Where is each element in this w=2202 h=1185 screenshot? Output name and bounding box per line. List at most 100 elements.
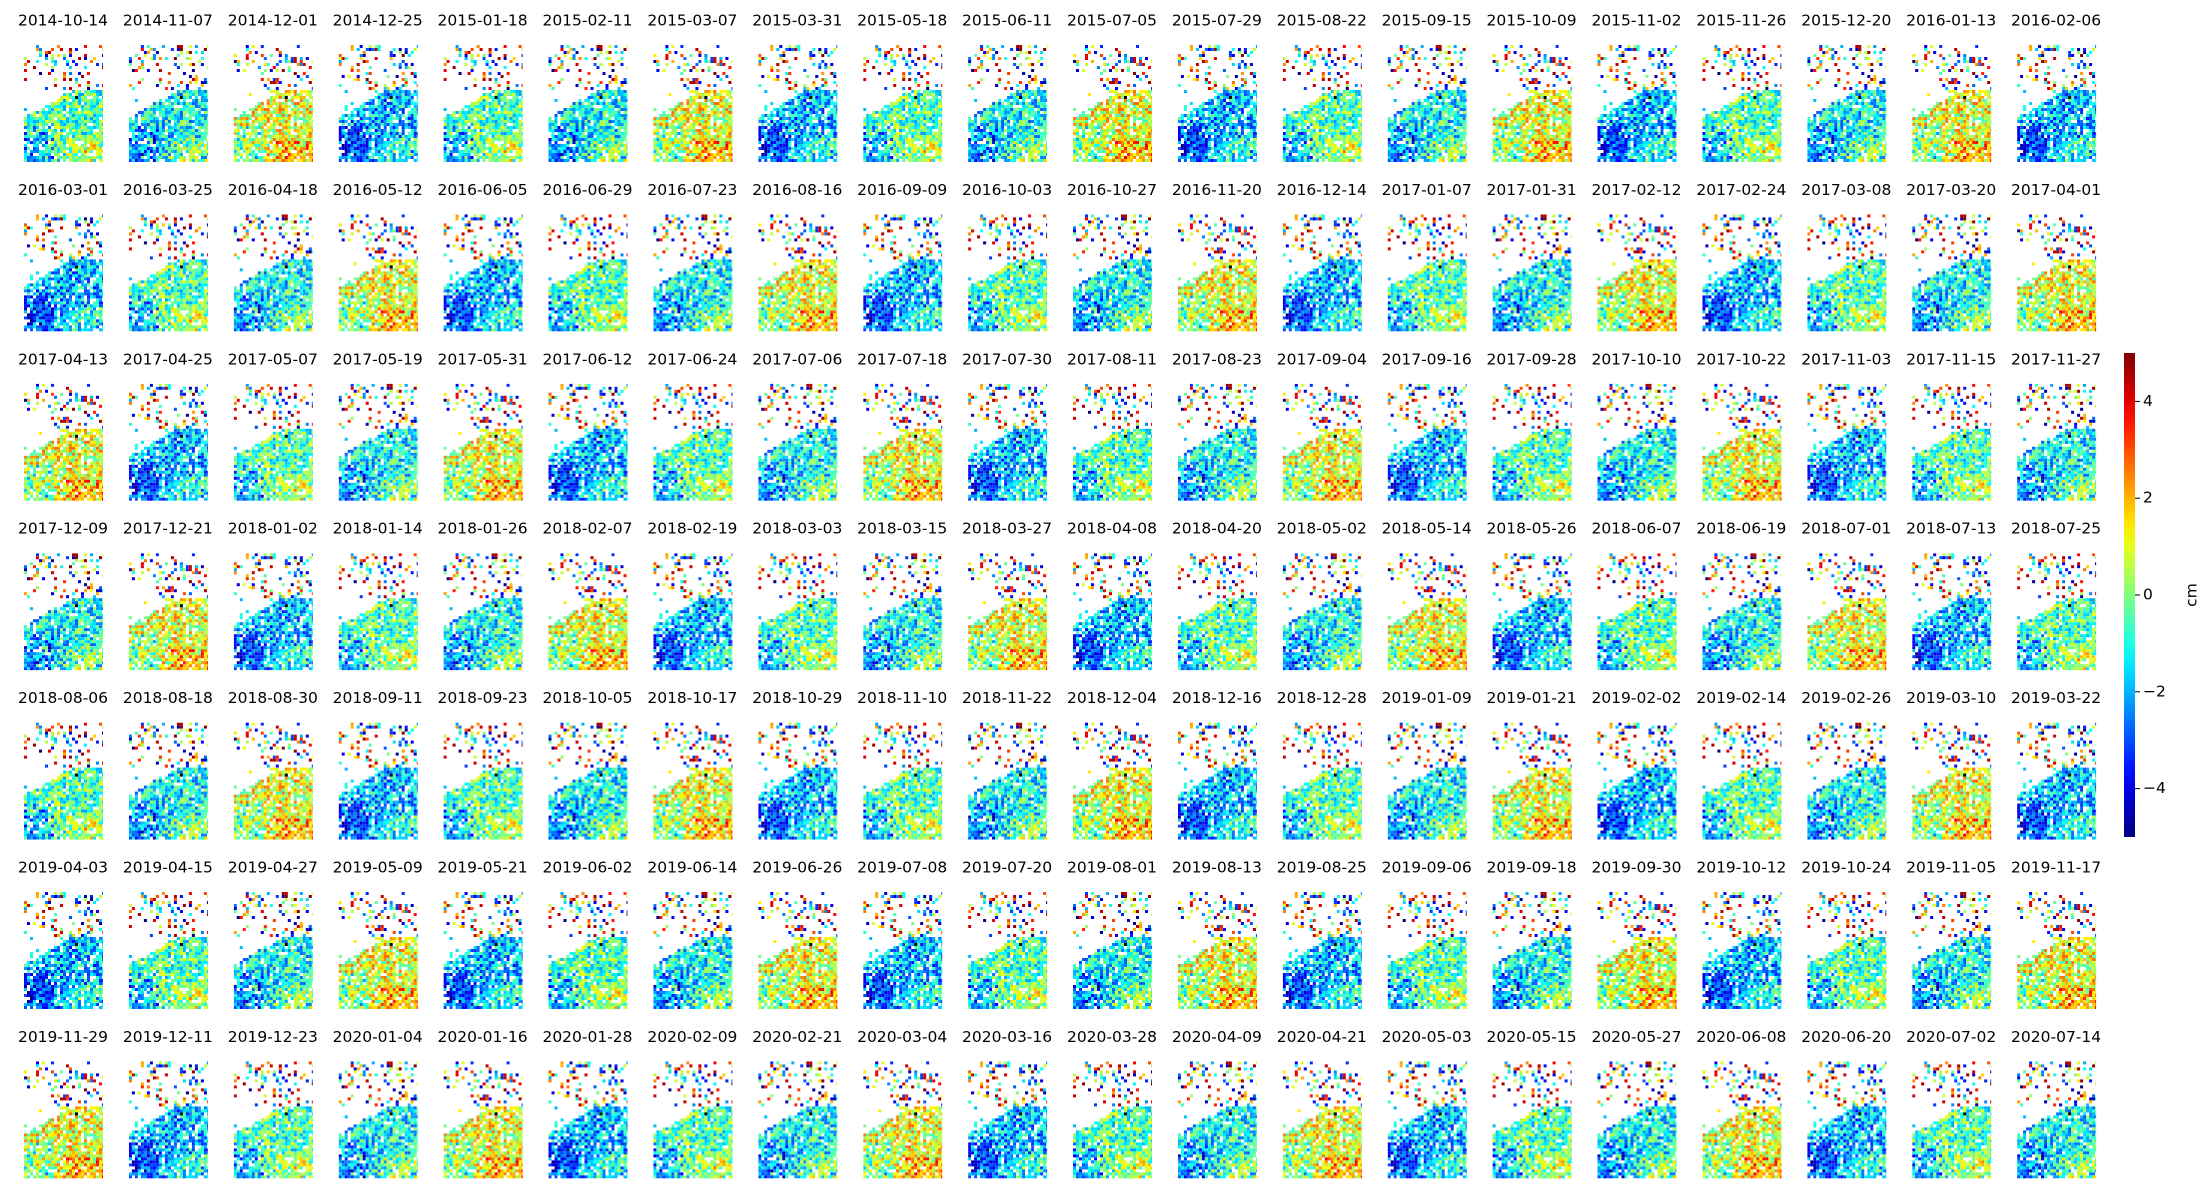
- panel-map: [1177, 1061, 1257, 1179]
- panel: 2017-07-30: [962, 350, 1052, 501]
- panel-map: [443, 722, 523, 840]
- panel-title: 2018-11-22: [962, 689, 1052, 707]
- panel: 2016-01-13: [1906, 12, 1996, 162]
- panel-title: 2018-07-01: [1801, 520, 1891, 538]
- panel-title: 2018-05-02: [1277, 520, 1367, 538]
- panel: 2019-10-24: [1801, 859, 1891, 1009]
- panel: 2017-09-16: [1382, 350, 1472, 501]
- panel: 2018-12-16: [1172, 689, 1262, 840]
- panel-title: 2019-08-01: [1067, 859, 1157, 877]
- panel-map: [1807, 553, 1887, 671]
- panel-title: 2017-02-24: [1696, 181, 1786, 199]
- panel-title: 2019-11-05: [1906, 859, 1996, 877]
- panel-map: [1702, 383, 1782, 501]
- panel: 2014-12-25: [333, 12, 423, 162]
- panel-title: 2018-08-30: [228, 689, 318, 707]
- panel-title: 2014-12-25: [333, 12, 423, 30]
- panel: 2020-04-21: [1277, 1028, 1367, 1179]
- panel: 2017-03-08: [1801, 181, 1891, 332]
- panel: 2019-03-22: [2011, 689, 2101, 840]
- panel-title: 2019-11-29: [18, 1028, 108, 1046]
- panel: 2019-12-23: [228, 1028, 318, 1179]
- panel-title: 2019-07-08: [857, 859, 947, 877]
- panel-map: [1702, 45, 1782, 162]
- panel-map: [1597, 214, 1677, 332]
- panel-map: [758, 45, 838, 162]
- panel-title: 2017-09-16: [1382, 350, 1472, 368]
- panel-map: [338, 722, 418, 840]
- panel-title: 2018-04-20: [1172, 520, 1262, 538]
- panel-title: 2016-06-29: [542, 181, 632, 199]
- panel: 2019-12-11: [123, 1028, 213, 1179]
- panel-title: 2018-08-06: [18, 689, 108, 707]
- panel-map: [548, 214, 628, 332]
- panel-map: [338, 892, 418, 1009]
- panel-title: 2020-06-08: [1696, 1028, 1786, 1046]
- panel: 2017-02-12: [1591, 181, 1682, 332]
- panel-title: 2019-06-02: [542, 859, 632, 877]
- panel-title: 2015-05-18: [857, 12, 947, 30]
- panel-map: [128, 553, 208, 671]
- panel-title: 2016-08-16: [752, 181, 842, 199]
- panel: 2017-05-31: [438, 350, 528, 501]
- panel-map: [1597, 1061, 1677, 1179]
- panel: 2016-08-16: [752, 181, 842, 332]
- panel: 2018-03-15: [857, 520, 947, 671]
- panel: 2019-06-14: [647, 859, 737, 1009]
- panel: 2019-05-21: [438, 859, 528, 1009]
- panel-map: [338, 553, 418, 671]
- panel: 2018-10-05: [542, 689, 633, 840]
- panel-title: 2020-04-21: [1277, 1028, 1367, 1046]
- panel-map: [1177, 722, 1257, 840]
- panel: 2016-11-20: [1172, 181, 1262, 332]
- panel: 2018-08-30: [228, 689, 318, 840]
- panel-title: 2017-05-19: [333, 350, 423, 368]
- panel: 2017-04-01: [2011, 181, 2101, 332]
- panel-map: [443, 892, 523, 1009]
- panel-map: [968, 214, 1048, 332]
- panel-map: [233, 1061, 313, 1179]
- panel-map: [24, 722, 103, 840]
- panel-map: [1282, 214, 1362, 332]
- panel-title: 2020-01-28: [542, 1028, 632, 1046]
- panel-map: [233, 45, 313, 162]
- panel: 2020-06-20: [1801, 1028, 1891, 1179]
- panel-map: [1387, 45, 1467, 162]
- panel-title: 2017-04-13: [18, 350, 108, 368]
- panel: 2018-05-14: [1382, 520, 1472, 671]
- colorbar: −4 −2 0 2 4 cm: [2124, 353, 2201, 837]
- panel-title: 2020-03-16: [962, 1028, 1052, 1046]
- panel-map: [1702, 892, 1782, 1009]
- panel: 2017-11-27: [2011, 350, 2101, 501]
- colorbar-tick-label: 2: [2143, 489, 2153, 507]
- panel-map: [758, 722, 838, 840]
- panel-map: [338, 45, 418, 162]
- panel-title: 2018-01-26: [438, 520, 528, 538]
- panel-title: 2017-07-30: [962, 350, 1052, 368]
- panel-title: 2017-04-25: [123, 350, 213, 368]
- panel: 2017-07-06: [752, 350, 842, 501]
- panel: 2019-08-25: [1277, 859, 1367, 1009]
- panel: 2017-09-28: [1487, 350, 1577, 501]
- panel-map: [1073, 722, 1152, 840]
- panel-title: 2016-01-13: [1906, 12, 1996, 30]
- panel: 2019-04-03: [18, 859, 108, 1009]
- panel-map: [1702, 1061, 1782, 1179]
- panel-map: [653, 892, 733, 1009]
- panel-map: [653, 45, 733, 162]
- panel-title: 2018-06-19: [1696, 520, 1786, 538]
- panel-map: [863, 1061, 943, 1179]
- panel-title: 2016-06-05: [438, 181, 528, 199]
- panel: 2018-07-01: [1801, 520, 1891, 671]
- panel: 2017-03-20: [1906, 181, 1996, 332]
- panel: 2020-07-14: [2011, 1028, 2101, 1179]
- panel-map: [338, 214, 418, 332]
- panel-map: [1387, 1061, 1467, 1179]
- panel-map: [968, 383, 1048, 501]
- panel-map: [233, 722, 313, 840]
- panel-map: [653, 383, 733, 501]
- panel-map: [2017, 892, 2097, 1009]
- panel: 2014-11-07: [123, 12, 213, 162]
- panel-map: [1073, 383, 1152, 501]
